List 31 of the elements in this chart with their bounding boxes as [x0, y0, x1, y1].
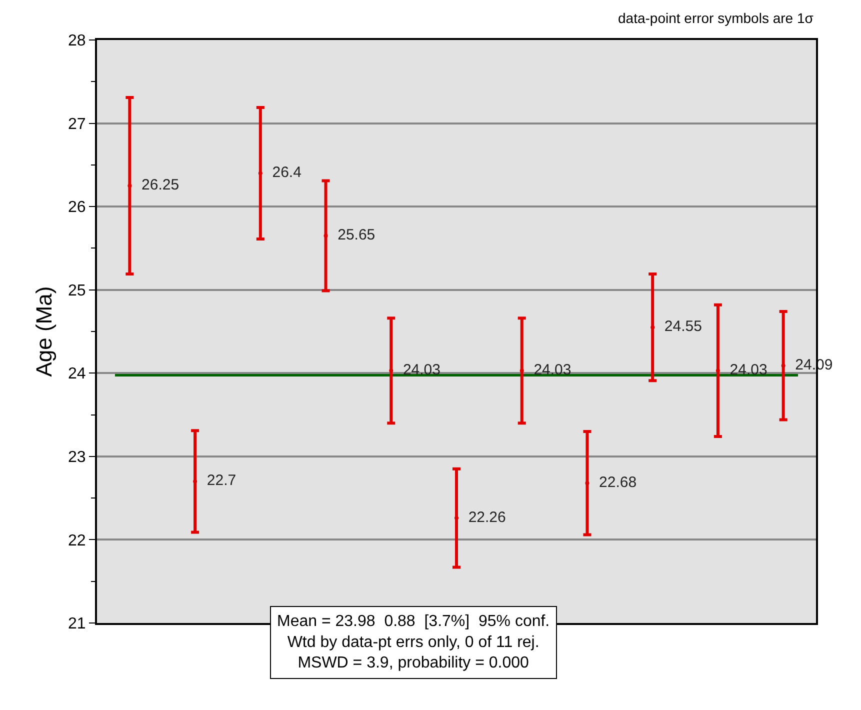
point [781, 364, 786, 368]
annotation: Mean = 23.98 0.88 [3.7%] 95% conf. Wtd by data-pt errs only, 0 of 11 rej. MSWD = 3.9, probability = 0.000 [277, 613, 550, 672]
point [585, 481, 590, 486]
y-tick-label: 21 [68, 616, 86, 633]
data-label: 24.03 [394, 361, 441, 378]
point [389, 368, 394, 373]
text: data-point error symbols are 1σ [618, 10, 814, 26]
point [258, 171, 262, 176]
y-tick-label: 23 [68, 449, 86, 466]
point [650, 325, 655, 330]
data-label: 22.26 [460, 508, 506, 526]
y-tick-label: 27 [68, 116, 86, 133]
point [193, 479, 198, 484]
y-tick-label: 25 [68, 282, 86, 300]
point [520, 368, 524, 373]
data-label: 24.55 [656, 318, 702, 336]
y-tick-label: 24 [68, 366, 86, 383]
data-label: 22.68 [590, 474, 637, 491]
y-tick-label: 22 [68, 532, 86, 550]
data-label: 24.03 [721, 361, 768, 378]
data-label: 24.03 [525, 361, 572, 378]
y-tick-label: 26 [68, 199, 86, 216]
data-label: 22.7 [198, 472, 236, 490]
y-axis-title: Age (Ma) [31, 286, 56, 377]
point [128, 184, 132, 188]
point [324, 234, 328, 238]
data-label: 25.65 [329, 226, 376, 244]
data-label: 26.4 [264, 164, 302, 182]
y-tick-label: 28 [68, 32, 86, 50]
data-label: 26.25 [133, 176, 180, 194]
point [716, 368, 720, 373]
